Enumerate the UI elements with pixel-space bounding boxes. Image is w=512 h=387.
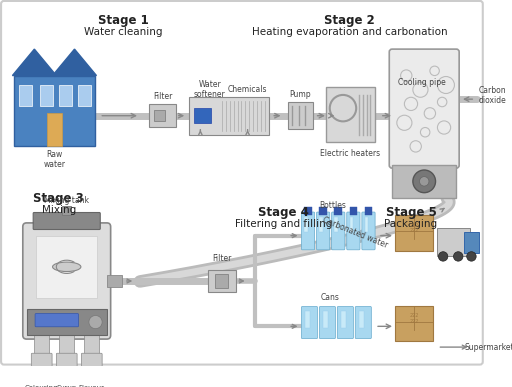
FancyBboxPatch shape [316,212,330,250]
FancyBboxPatch shape [34,335,49,354]
FancyBboxPatch shape [59,85,72,106]
FancyBboxPatch shape [107,275,122,287]
FancyBboxPatch shape [355,307,371,339]
Text: Filter: Filter [153,92,172,101]
FancyBboxPatch shape [215,274,228,288]
FancyBboxPatch shape [154,110,165,122]
FancyBboxPatch shape [389,49,459,168]
Text: Heating evaporation and carbonation: Heating evaporation and carbonation [252,27,447,37]
Text: Syrup: Syrup [57,385,77,387]
Text: Supermarket: Supermarket [464,342,512,352]
Text: Electric heaters: Electric heaters [321,149,380,158]
Text: Carbon
dioxide: Carbon dioxide [478,86,506,105]
FancyBboxPatch shape [365,207,372,215]
FancyBboxPatch shape [395,306,433,341]
FancyBboxPatch shape [78,85,91,106]
FancyBboxPatch shape [337,307,353,339]
FancyBboxPatch shape [302,307,317,339]
Text: Stage 3: Stage 3 [33,192,84,205]
FancyBboxPatch shape [84,335,99,354]
Text: Stage 1: Stage 1 [98,14,148,27]
Circle shape [454,252,463,261]
FancyBboxPatch shape [288,103,313,129]
FancyBboxPatch shape [323,311,328,328]
FancyBboxPatch shape [332,212,345,250]
FancyBboxPatch shape [305,311,310,328]
FancyBboxPatch shape [392,165,456,199]
FancyBboxPatch shape [334,217,338,232]
FancyBboxPatch shape [464,232,479,253]
Text: Water cleaning: Water cleaning [83,27,162,37]
FancyBboxPatch shape [59,335,74,354]
FancyBboxPatch shape [35,313,78,327]
Text: Flavour: Flavour [79,385,105,387]
FancyBboxPatch shape [189,97,269,135]
Ellipse shape [53,262,81,272]
Circle shape [438,252,448,261]
FancyBboxPatch shape [56,353,77,382]
FancyBboxPatch shape [359,311,364,328]
Text: Filter: Filter [212,254,232,263]
Text: 222
222: 222 222 [409,313,418,324]
FancyBboxPatch shape [19,85,32,106]
Text: Stage 4: Stage 4 [258,206,309,219]
FancyBboxPatch shape [33,212,100,229]
Polygon shape [12,49,56,75]
Text: Stage 2: Stage 2 [324,14,375,27]
FancyBboxPatch shape [62,206,72,215]
FancyBboxPatch shape [23,223,111,339]
Circle shape [89,315,102,329]
Text: Stage 5: Stage 5 [386,206,436,219]
Text: Cans: Cans [321,293,339,303]
FancyBboxPatch shape [304,217,308,232]
Text: Bottles: Bottles [319,201,346,210]
Text: Mixing tank: Mixing tank [44,196,89,205]
FancyBboxPatch shape [365,217,369,232]
FancyBboxPatch shape [81,353,102,382]
Circle shape [419,176,429,186]
Circle shape [467,252,476,261]
FancyBboxPatch shape [341,311,346,328]
Text: Mixing: Mixing [41,205,76,215]
Text: Colouring: Colouring [25,385,58,387]
FancyBboxPatch shape [350,217,353,232]
FancyBboxPatch shape [319,217,323,232]
FancyBboxPatch shape [194,108,211,123]
Text: Cooling pipe: Cooling pipe [398,78,446,87]
FancyBboxPatch shape [362,212,375,250]
FancyBboxPatch shape [40,85,53,106]
FancyBboxPatch shape [319,207,327,215]
FancyBboxPatch shape [326,87,375,142]
FancyBboxPatch shape [31,353,52,382]
FancyBboxPatch shape [36,236,97,298]
Text: Carbonated water: Carbonated water [321,216,389,250]
Text: 222
222: 222 222 [409,223,418,233]
FancyBboxPatch shape [350,207,357,215]
Text: Filtering and filling: Filtering and filling [235,219,332,229]
FancyBboxPatch shape [334,207,342,215]
Text: Raw
water: Raw water [44,150,66,170]
Polygon shape [53,49,96,75]
FancyBboxPatch shape [395,215,433,251]
FancyBboxPatch shape [14,75,95,146]
Text: Chemicals: Chemicals [228,85,267,94]
FancyBboxPatch shape [47,113,62,146]
FancyBboxPatch shape [27,309,107,335]
FancyBboxPatch shape [319,307,335,339]
FancyBboxPatch shape [437,228,470,257]
Text: Pump: Pump [290,91,311,99]
FancyBboxPatch shape [150,104,176,127]
Text: Packaging: Packaging [385,219,438,229]
FancyBboxPatch shape [347,212,360,250]
FancyBboxPatch shape [304,207,312,215]
FancyBboxPatch shape [302,212,315,250]
Text: Water
softener: Water softener [194,80,226,99]
FancyBboxPatch shape [208,270,236,292]
Circle shape [413,170,436,193]
FancyBboxPatch shape [1,1,483,365]
